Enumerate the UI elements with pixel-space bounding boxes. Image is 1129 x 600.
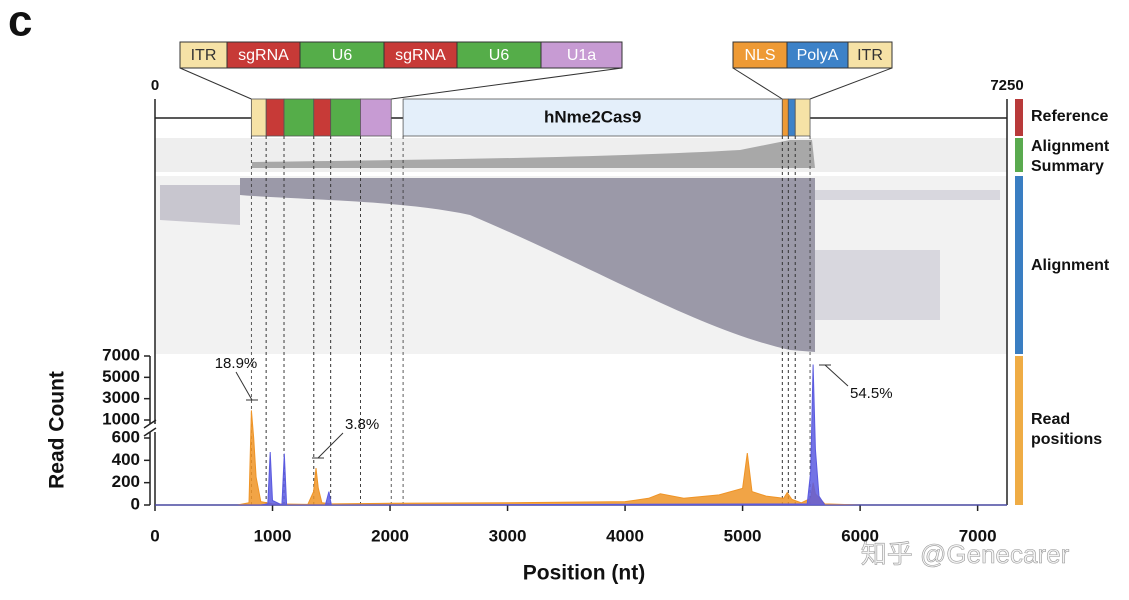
construct-label: sgRNA bbox=[395, 47, 446, 64]
annotation: 18.9% bbox=[215, 355, 258, 372]
reference-feature bbox=[781, 98, 789, 137]
axis-break-gap bbox=[143, 424, 157, 432]
axis-break bbox=[143, 427, 157, 437]
reference-feature bbox=[313, 98, 332, 137]
x-tick-label: 7000 bbox=[959, 526, 997, 545]
construct-box bbox=[299, 41, 385, 69]
track-bar bbox=[1015, 138, 1023, 172]
reference-start: 0 bbox=[151, 77, 159, 94]
y-tick-label: 600 bbox=[112, 427, 140, 446]
track-label: Reference bbox=[1031, 108, 1108, 125]
reference-feature bbox=[360, 98, 392, 137]
construct-box bbox=[383, 41, 458, 69]
construct-box bbox=[786, 41, 849, 69]
construct-label: NLS bbox=[744, 47, 775, 64]
x-tick-label: 3000 bbox=[489, 526, 527, 545]
reference-feature bbox=[250, 98, 267, 137]
construct-box bbox=[847, 41, 893, 69]
y-axis-title: Read Count bbox=[46, 371, 69, 489]
x-tick-label: 2000 bbox=[371, 526, 409, 545]
alignment-pileup-left bbox=[160, 185, 240, 225]
annotation: 3.8% bbox=[345, 416, 379, 433]
annotation-leader bbox=[317, 432, 344, 459]
construct-label: U6 bbox=[332, 47, 353, 64]
y-tick-label: 400 bbox=[112, 450, 140, 469]
reference-feature bbox=[283, 98, 315, 137]
reference-feature bbox=[794, 98, 811, 137]
y-tick-label: 3000 bbox=[102, 388, 140, 407]
construct-label: U1a bbox=[567, 47, 596, 64]
x-tick-label: 4000 bbox=[606, 526, 644, 545]
construct-label: ITR bbox=[857, 47, 883, 64]
track-bar bbox=[1015, 356, 1023, 505]
reference-end: 7250 bbox=[990, 77, 1023, 94]
y-tick-label: 1000 bbox=[102, 409, 140, 428]
track-bar bbox=[1015, 176, 1023, 354]
connector bbox=[391, 67, 623, 100]
construct-label: ITR bbox=[191, 47, 217, 64]
reference-feature bbox=[787, 98, 796, 137]
y-tick-label: 5000 bbox=[102, 367, 140, 386]
summary-coverage bbox=[252, 140, 815, 168]
track-bar bbox=[1015, 99, 1023, 136]
construct-label: sgRNA bbox=[238, 47, 289, 64]
watermark: 知乎 @Genecarer bbox=[861, 539, 1070, 569]
y-tick-label: 200 bbox=[112, 472, 140, 491]
construct-label: PolyA bbox=[797, 47, 839, 64]
axis-break bbox=[143, 419, 157, 429]
reference-feature bbox=[402, 98, 783, 137]
connector bbox=[179, 67, 252, 100]
connector bbox=[809, 67, 893, 100]
feature-label: hNme2Cas9 bbox=[544, 107, 641, 126]
annotation-leader bbox=[824, 364, 849, 387]
x-tick-label: 6000 bbox=[841, 526, 879, 545]
x-tick-label: 1000 bbox=[254, 526, 292, 545]
alignment-pileup-right bbox=[815, 190, 1000, 320]
reference-feature bbox=[265, 98, 285, 137]
annotation: 54.5% bbox=[850, 385, 893, 402]
y-tick-label: 7000 bbox=[102, 345, 140, 364]
track-label: Alignment Summary bbox=[1031, 138, 1110, 175]
construct-box bbox=[540, 41, 623, 69]
y-tick-label: 0 bbox=[131, 494, 140, 513]
panel-label: c bbox=[8, 0, 32, 46]
reference-feature bbox=[330, 98, 361, 137]
annotation-leader bbox=[235, 371, 253, 401]
x-tick-label: 5000 bbox=[724, 526, 762, 545]
x-tick-label: 0 bbox=[150, 526, 159, 545]
x-axis-title: Position (nt) bbox=[523, 562, 645, 585]
track-label: Read positions bbox=[1031, 411, 1102, 448]
construct-box bbox=[456, 41, 542, 69]
alignment-pileup bbox=[240, 178, 815, 352]
construct-label: U6 bbox=[489, 47, 510, 64]
read-area bbox=[155, 364, 1007, 506]
connector bbox=[732, 67, 783, 100]
track-label: Alignment bbox=[1031, 257, 1110, 274]
